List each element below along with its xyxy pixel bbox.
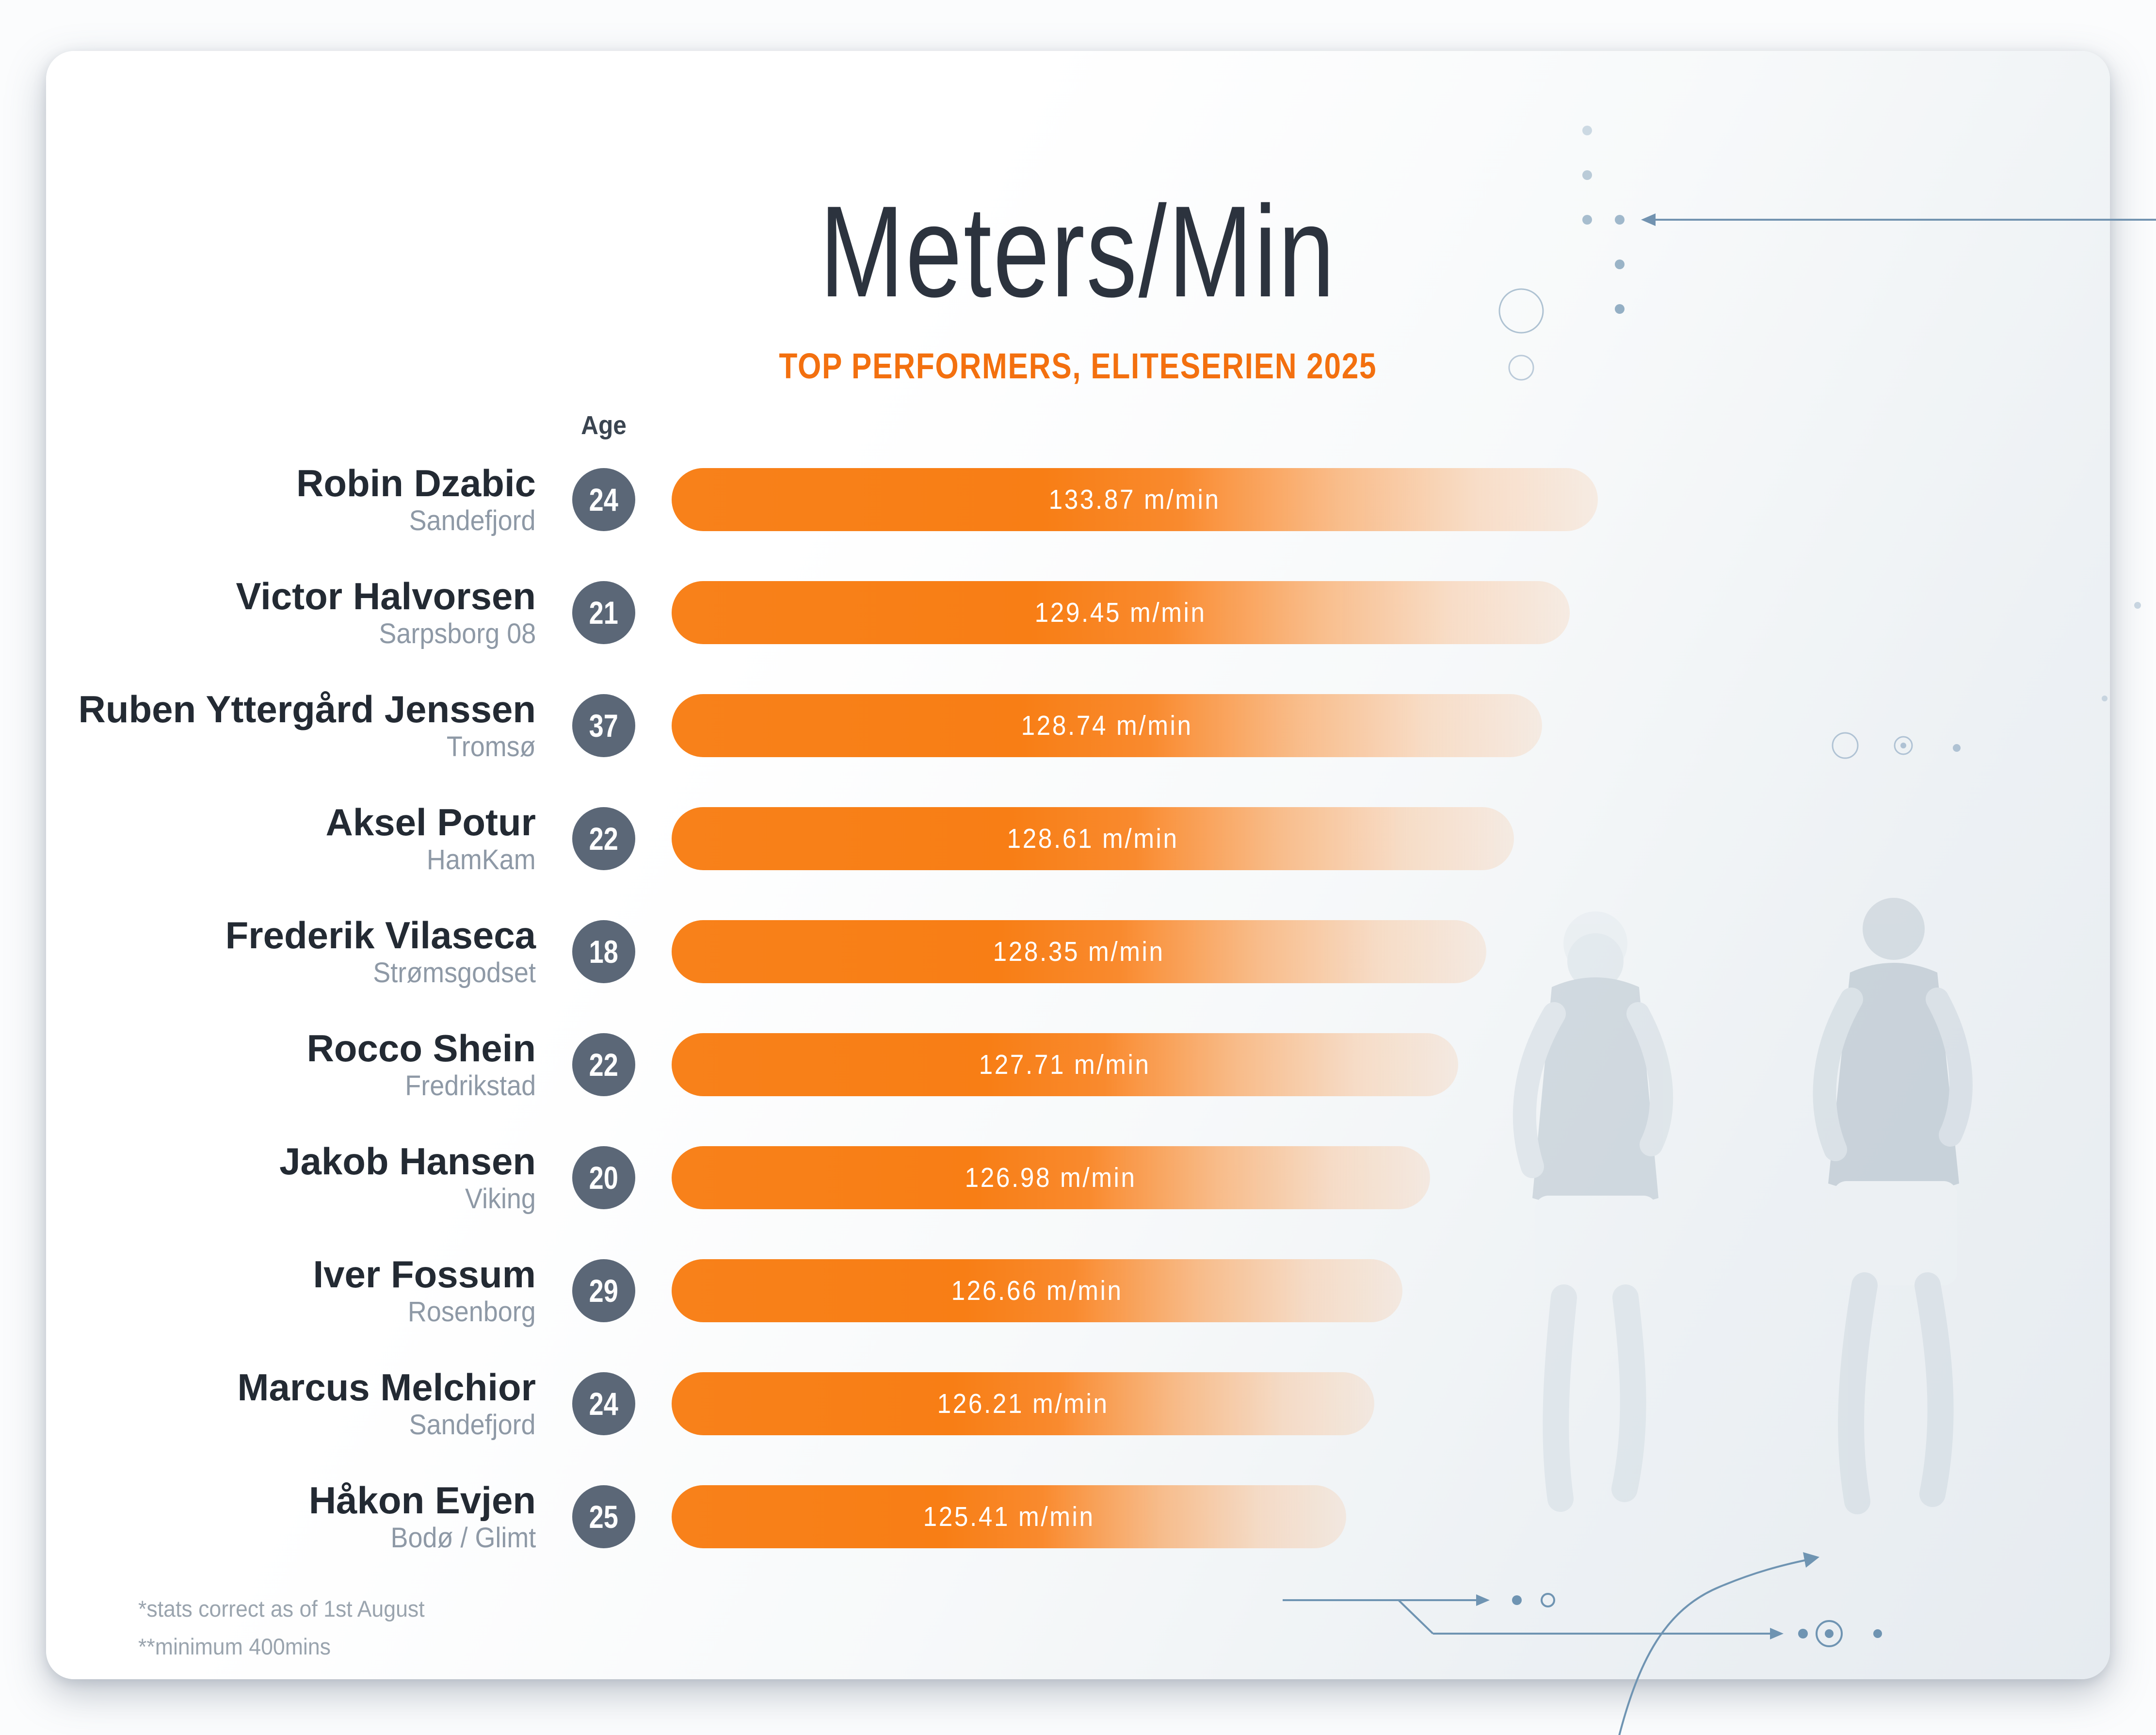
bar-value-label: 129.45 m/min: [1034, 597, 1207, 628]
age-badge-value: 20: [589, 1160, 619, 1196]
footnote-1: *stats correct as of 1st August: [138, 1596, 425, 1621]
age-badge-value: 22: [589, 821, 619, 857]
age-badge: 18: [572, 920, 635, 983]
page-title-text: Meters/Min: [820, 178, 1336, 324]
player-team: Sarpsborg 08: [0, 620, 536, 648]
player-label-block: Marcus Melchior Sandefjord: [0, 1368, 536, 1439]
player-team-text: Fredrikstad: [405, 1070, 536, 1102]
age-badge-value: 22: [589, 1047, 619, 1083]
age-badge-value: 37: [589, 708, 619, 744]
player-team-text: Rosenborg: [408, 1296, 536, 1328]
footnote-2: **minimum 400mins: [138, 1634, 331, 1660]
player-team-text: Bodø / Glimt: [390, 1522, 536, 1554]
value-bar: 126.21 m/min: [672, 1372, 1374, 1435]
player-name: Ruben Yttergård Jenssen: [78, 688, 536, 730]
bar-value-label: 128.35 m/min: [993, 936, 1165, 967]
player-name: Victor Halvorsen: [236, 575, 536, 617]
player-label-block: Håkon Evjen Bodø / Glimt: [0, 1481, 536, 1552]
bar-value-label: 128.61 m/min: [1007, 823, 1179, 854]
player-team-text: Sandefjord: [409, 505, 536, 536]
player-name: Robin Dzabic: [296, 462, 536, 504]
bar-value-label: 126.98 m/min: [965, 1162, 1137, 1193]
player-name: Jakob Hansen: [279, 1140, 536, 1183]
player-name: Rocco Shein: [306, 1027, 536, 1070]
age-column-header: Age: [581, 411, 627, 440]
age-badge: 22: [572, 807, 635, 870]
table-row: Rocco Shein Fredrikstad 22 127.71 m/min: [0, 1029, 2156, 1100]
player-label-block: Rocco Shein Fredrikstad: [0, 1029, 536, 1100]
player-label-block: Victor Halvorsen Sarpsborg 08: [0, 577, 536, 648]
player-name: Aksel Potur: [325, 801, 536, 843]
bar-value-label: 133.87 m/min: [1048, 484, 1221, 515]
age-badge: 21: [572, 581, 635, 644]
player-team: Strømsgodset: [0, 959, 536, 987]
player-name: Marcus Melchior: [237, 1366, 536, 1409]
age-badge: 24: [572, 468, 635, 531]
player-team-text: Strømsgodset: [373, 957, 536, 989]
table-row: Victor Halvorsen Sarpsborg 08 21 129.45 …: [0, 577, 2156, 648]
table-row: Aksel Potur HamKam 22 128.61 m/min: [0, 803, 2156, 874]
bar-value-label: 126.66 m/min: [951, 1275, 1123, 1306]
player-name: Frederik Vilaseca: [225, 914, 536, 957]
age-badge: 20: [572, 1146, 635, 1209]
age-badge: 24: [572, 1372, 635, 1435]
player-label-block: Frederik Vilaseca Strømsgodset: [0, 916, 536, 987]
age-badge-value: 29: [589, 1273, 619, 1309]
player-team-text: HamKam: [427, 844, 536, 876]
value-bar: 129.45 m/min: [672, 581, 1570, 644]
page-title: Meters/Min: [46, 183, 2110, 320]
page-subtitle-text: TOP PERFORMERS, ELITESERIEN 2025: [779, 346, 1377, 386]
player-team: HamKam: [0, 846, 536, 874]
age-badge-value: 24: [589, 1386, 619, 1422]
rows: Robin Dzabic Sandefjord 24 133.87 m/min …: [0, 464, 2156, 1598]
value-bar: 128.35 m/min: [672, 920, 1486, 983]
table-row: Jakob Hansen Viking 20 126.98 m/min: [0, 1142, 2156, 1213]
player-name: Håkon Evjen: [308, 1479, 536, 1522]
age-badge: 25: [572, 1485, 635, 1548]
player-name: Iver Fossum: [313, 1253, 536, 1296]
table-row: Frederik Vilaseca Strømsgodset 18 128.35…: [0, 916, 2156, 987]
player-team: Tromsø: [0, 733, 536, 761]
player-label-block: Robin Dzabic Sandefjord: [0, 464, 536, 535]
bar-value-label: 126.21 m/min: [937, 1388, 1109, 1419]
player-team-text: Sandefjord: [409, 1409, 536, 1441]
value-bar: 128.61 m/min: [672, 807, 1514, 870]
value-bar: 128.74 m/min: [672, 694, 1542, 757]
value-bar: 126.98 m/min: [672, 1146, 1430, 1209]
age-badge-value: 24: [589, 482, 619, 518]
page-subtitle: TOP PERFORMERS, ELITESERIEN 2025: [46, 345, 2110, 387]
age-badge: 22: [572, 1033, 635, 1096]
player-label-block: Aksel Potur HamKam: [0, 803, 536, 874]
age-badge: 29: [572, 1259, 635, 1322]
player-team: Sandefjord: [0, 1411, 536, 1439]
player-team: Sandefjord: [0, 507, 536, 535]
footnotes: *stats correct as of 1st August **minimu…: [138, 1590, 440, 1666]
table-row: Robin Dzabic Sandefjord 24 133.87 m/min: [0, 464, 2156, 535]
player-team: Fredrikstad: [0, 1072, 536, 1100]
player-team-text: Tromsø: [447, 731, 536, 762]
bar-value-label: 125.41 m/min: [923, 1501, 1095, 1532]
player-team-text: Sarpsborg 08: [379, 618, 536, 649]
player-label-block: Iver Fossum Rosenborg: [0, 1255, 536, 1326]
age-badge: 37: [572, 694, 635, 757]
bar-value-label: 128.74 m/min: [1021, 710, 1193, 741]
age-badge-value: 21: [589, 595, 619, 631]
player-label-block: Ruben Yttergård Jenssen Tromsø: [0, 690, 536, 761]
bar-value-label: 127.71 m/min: [979, 1049, 1151, 1080]
table-row: Ruben Yttergård Jenssen Tromsø 37 128.74…: [0, 690, 2156, 761]
player-team: Viking: [0, 1185, 536, 1213]
value-bar: 133.87 m/min: [672, 468, 1598, 531]
table-row: Marcus Melchior Sandefjord 24 126.21 m/m…: [0, 1368, 2156, 1439]
table-row: Håkon Evjen Bodø / Glimt 25 125.41 m/min: [0, 1481, 2156, 1552]
player-team-text: Viking: [465, 1183, 536, 1215]
age-badge-value: 18: [589, 934, 619, 970]
player-label-block: Jakob Hansen Viking: [0, 1142, 536, 1213]
player-team: Rosenborg: [0, 1298, 536, 1326]
value-bar: 126.66 m/min: [672, 1259, 1402, 1322]
age-badge-value: 25: [589, 1499, 619, 1535]
value-bar: 127.71 m/min: [672, 1033, 1458, 1096]
value-bar: 125.41 m/min: [672, 1485, 1346, 1548]
table-row: Iver Fossum Rosenborg 29 126.66 m/min: [0, 1255, 2156, 1326]
player-team: Bodø / Glimt: [0, 1524, 536, 1552]
